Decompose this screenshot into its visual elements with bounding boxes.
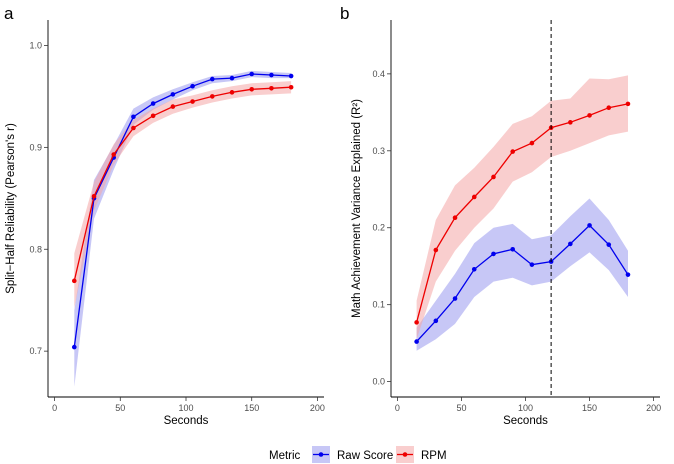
data-point-raw-score [71,344,77,350]
data-point-raw-score [131,114,136,120]
legend: Metric Raw Score RPM [269,446,447,463]
data-point-raw-score [229,75,235,81]
y-tick-label: 0.4 [372,69,385,79]
data-point-rpm [269,85,274,91]
data-point-raw-score [209,76,215,82]
data-point-rpm [568,120,573,125]
y-tick-label: 0.0 [372,377,385,387]
data-point-raw-score [433,318,439,324]
data-point-rpm [249,86,255,92]
data-point-rpm [150,113,156,119]
legend-key-point-raw-score [318,452,324,457]
x-tick-label: 150 [582,403,597,413]
data-point-rpm [433,247,439,253]
data-point-rpm [131,125,136,131]
data-point-rpm [414,320,419,325]
x-tick-label: 0 [52,403,57,413]
data-point-raw-score [452,296,458,301]
x-tick-label: 100 [518,403,533,413]
data-point-raw-score [150,101,156,106]
ribbon-rpm [416,75,628,340]
x-tick-label: 200 [646,403,661,413]
legend-key-point-rpm [402,452,408,457]
y-tick-label: 0.3 [372,146,385,156]
y-axis-title: Math Achievement Variance Explained (R²) [351,99,363,318]
data-point-rpm [471,194,477,200]
series-line-raw-score [416,224,629,343]
data-point-rpm [606,105,612,111]
y-tick-label: 0.1 [372,300,385,310]
x-tick-label: 150 [244,403,259,413]
legend-label-raw-score: Raw Score [337,450,393,462]
data-point-raw-score [625,272,631,277]
data-point-raw-score [414,339,419,344]
data-point-rpm [229,90,235,95]
x-tick-label: 200 [310,403,325,413]
data-point-raw-score [269,72,274,78]
y-tick-label: 0.7 [29,346,42,356]
data-point-rpm [452,215,458,221]
y-axis-title: Split−Half Reliability (Pearson's r) [5,123,17,294]
series-line-rpm [415,103,629,323]
x-tick-label: 100 [178,403,193,413]
series-line-rpm [73,86,292,281]
data-point-raw-score [491,251,496,257]
data-point-rpm [491,174,496,180]
data-point-rpm [625,101,631,107]
data-point-raw-score [471,266,477,272]
legend-title: Metric [269,450,301,462]
y-tick-label: 1.0 [29,40,42,50]
data-point-rpm [288,84,294,90]
x-tick-label: 50 [456,403,466,413]
x-axis-title: Seconds [164,415,209,427]
y-tick-label: 0.2 [372,223,385,233]
x-axis-title: Seconds [503,415,548,427]
data-point-raw-score [606,242,612,247]
data-point-rpm [111,152,117,157]
y-tick-label: 0.8 [29,244,42,254]
data-point-raw-score [568,241,573,247]
data-point-rpm [510,149,515,154]
data-point-rpm [170,104,176,109]
legend-label-rpm: RPM [421,450,447,462]
ribbon-raw-score [416,198,628,351]
y-tick-label: 0.9 [29,142,42,152]
data-point-rpm [209,94,215,99]
data-point-rpm [190,99,195,104]
data-point-rpm [587,113,592,118]
series-line-raw-score [73,73,292,348]
data-point-raw-score [587,223,592,228]
data-point-raw-score [288,73,294,79]
ribbon-raw-score [74,70,292,387]
panel-letter: a [4,4,14,23]
data-point-raw-score [510,246,515,252]
x-tick-label: 50 [115,403,125,413]
panel-a: a 0 50 100 150 200 0.7 0.8 0.9 1.0 Seconds Split−Ha… [4,4,325,427]
data-point-raw-score [190,83,195,89]
data-point-raw-score [170,92,176,97]
panel-letter: b [340,4,349,23]
data-point-rpm [91,193,97,199]
ribbon-rpm [74,81,292,309]
data-point-raw-score [249,71,255,77]
data-point-raw-score [529,262,535,267]
x-tick-label: 0 [395,403,400,413]
panel-b: b 0 50 100 150 200 0.0 0.1 0.2 0.3 0.4 Seconds Math … [340,4,661,427]
data-point-rpm [71,278,77,284]
data-point-rpm [529,140,535,146]
